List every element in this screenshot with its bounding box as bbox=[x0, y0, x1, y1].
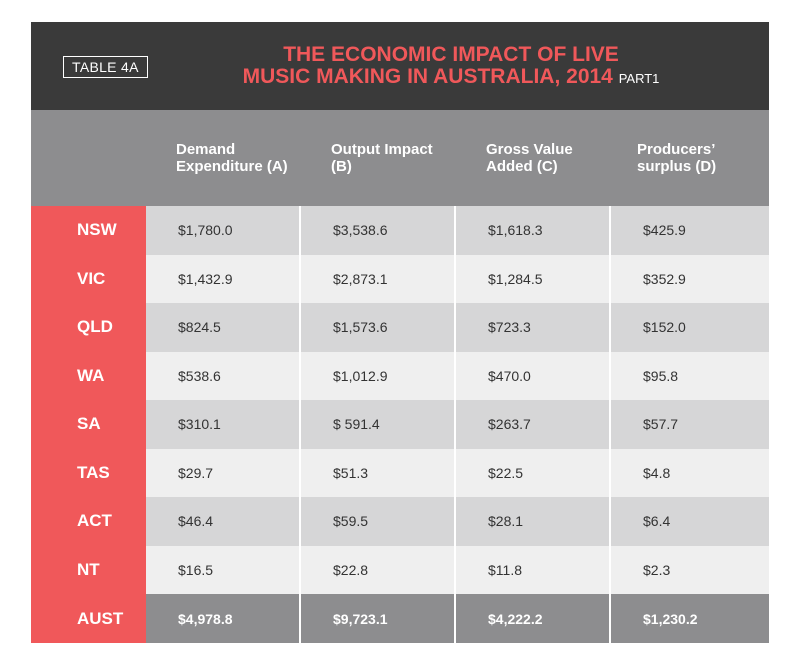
table-cell: $1,284.5 bbox=[456, 254, 611, 303]
table-cell: $16.5 bbox=[146, 545, 301, 594]
title-bar: TABLE 4A THE ECONOMIC IMPACT OF LIVE MUS… bbox=[31, 22, 769, 110]
total-label: AUST bbox=[31, 594, 146, 643]
total-cell: $1,230.2 bbox=[611, 594, 769, 643]
column-header-d: Producers’ surplus (D) bbox=[637, 141, 717, 175]
table-cell: $425.9 bbox=[611, 206, 769, 255]
title-part: PART1 bbox=[618, 71, 660, 86]
row-label: NSW bbox=[31, 206, 146, 255]
table-row: VIC $1,432.9 $2,873.1 $1,284.5 $352.9 bbox=[31, 254, 769, 303]
table-cell: $6.4 bbox=[611, 497, 769, 546]
table-cell: $1,012.9 bbox=[301, 351, 456, 400]
table-cell: $263.7 bbox=[456, 400, 611, 449]
table-cell: $3,538.6 bbox=[301, 206, 456, 255]
table-title: THE ECONOMIC IMPACT OF LIVE MUSIC MAKING… bbox=[231, 44, 671, 90]
table-cell: $ 591.4 bbox=[301, 400, 456, 449]
table-cell: $1,618.3 bbox=[456, 206, 611, 255]
table-cell: $723.3 bbox=[456, 303, 611, 352]
table-cell: $1,432.9 bbox=[146, 254, 301, 303]
table-row: QLD $824.5 $1,573.6 $723.3 $152.0 bbox=[31, 303, 769, 352]
row-label: WA bbox=[31, 351, 146, 400]
table-cell: $57.7 bbox=[611, 400, 769, 449]
table-body: NSW $1,780.0 $3,538.6 $1,618.3 $425.9 VI… bbox=[31, 206, 769, 643]
table-row: NT $16.5 $22.8 $11.8 $2.3 bbox=[31, 545, 769, 594]
row-label: QLD bbox=[31, 303, 146, 352]
table-cell: $1,780.0 bbox=[146, 206, 301, 255]
table-cell: $11.8 bbox=[456, 545, 611, 594]
table-row: NSW $1,780.0 $3,538.6 $1,618.3 $425.9 bbox=[31, 206, 769, 255]
column-header-c: Gross Value Added (C) bbox=[486, 141, 573, 175]
table-cell: $470.0 bbox=[456, 351, 611, 400]
row-label: VIC bbox=[31, 254, 146, 303]
table-card: TABLE 4A THE ECONOMIC IMPACT OF LIVE MUS… bbox=[31, 22, 769, 643]
table-cell: $29.7 bbox=[146, 448, 301, 497]
table-cell: $59.5 bbox=[301, 497, 456, 546]
header-corner bbox=[31, 110, 146, 206]
table-cell: $22.8 bbox=[301, 545, 456, 594]
table-cell: $2.3 bbox=[611, 545, 769, 594]
row-label: ACT bbox=[31, 497, 146, 546]
column-header-a: Demand Expenditure (A) bbox=[176, 141, 288, 175]
table-cell: $51.3 bbox=[301, 448, 456, 497]
table-cell: $2,873.1 bbox=[301, 254, 456, 303]
table-cell: $538.6 bbox=[146, 351, 301, 400]
table-cell: $152.0 bbox=[611, 303, 769, 352]
table-row: SA $310.1 $ 591.4 $263.7 $57.7 bbox=[31, 400, 769, 449]
table-tag: TABLE 4A bbox=[63, 56, 148, 78]
table-cell: $4.8 bbox=[611, 448, 769, 497]
table-cell: $1,573.6 bbox=[301, 303, 456, 352]
total-cell: $4,978.8 bbox=[146, 594, 301, 643]
table-cell: $310.1 bbox=[146, 400, 301, 449]
row-label: NT bbox=[31, 545, 146, 594]
total-cell: $9,723.1 bbox=[301, 594, 456, 643]
row-label: TAS bbox=[31, 448, 146, 497]
column-header-b: Output Impact (B) bbox=[331, 141, 433, 175]
table-cell: $22.5 bbox=[456, 448, 611, 497]
table-cell: $824.5 bbox=[146, 303, 301, 352]
table-row: WA $538.6 $1,012.9 $470.0 $95.8 bbox=[31, 351, 769, 400]
table-cell: $28.1 bbox=[456, 497, 611, 546]
total-row: AUST $4,978.8 $9,723.1 $4,222.2 $1,230.2 bbox=[31, 594, 769, 643]
table-row: ACT $46.4 $59.5 $28.1 $6.4 bbox=[31, 497, 769, 546]
table-cell: $352.9 bbox=[611, 254, 769, 303]
column-header-row: Demand Expenditure (A) Output Impact (B)… bbox=[31, 110, 769, 206]
title-line-1: THE ECONOMIC IMPACT OF LIVE bbox=[283, 43, 619, 66]
table-cell: $46.4 bbox=[146, 497, 301, 546]
total-cell: $4,222.2 bbox=[456, 594, 611, 643]
table-row: TAS $29.7 $51.3 $22.5 $4.8 bbox=[31, 448, 769, 497]
table-cell: $95.8 bbox=[611, 351, 769, 400]
title-line-2: MUSIC MAKING IN AUSTRALIA, 2014 PART1 bbox=[231, 66, 671, 90]
row-label: SA bbox=[31, 400, 146, 449]
title-line-2-text: MUSIC MAKING IN AUSTRALIA, 2014 bbox=[242, 65, 613, 88]
